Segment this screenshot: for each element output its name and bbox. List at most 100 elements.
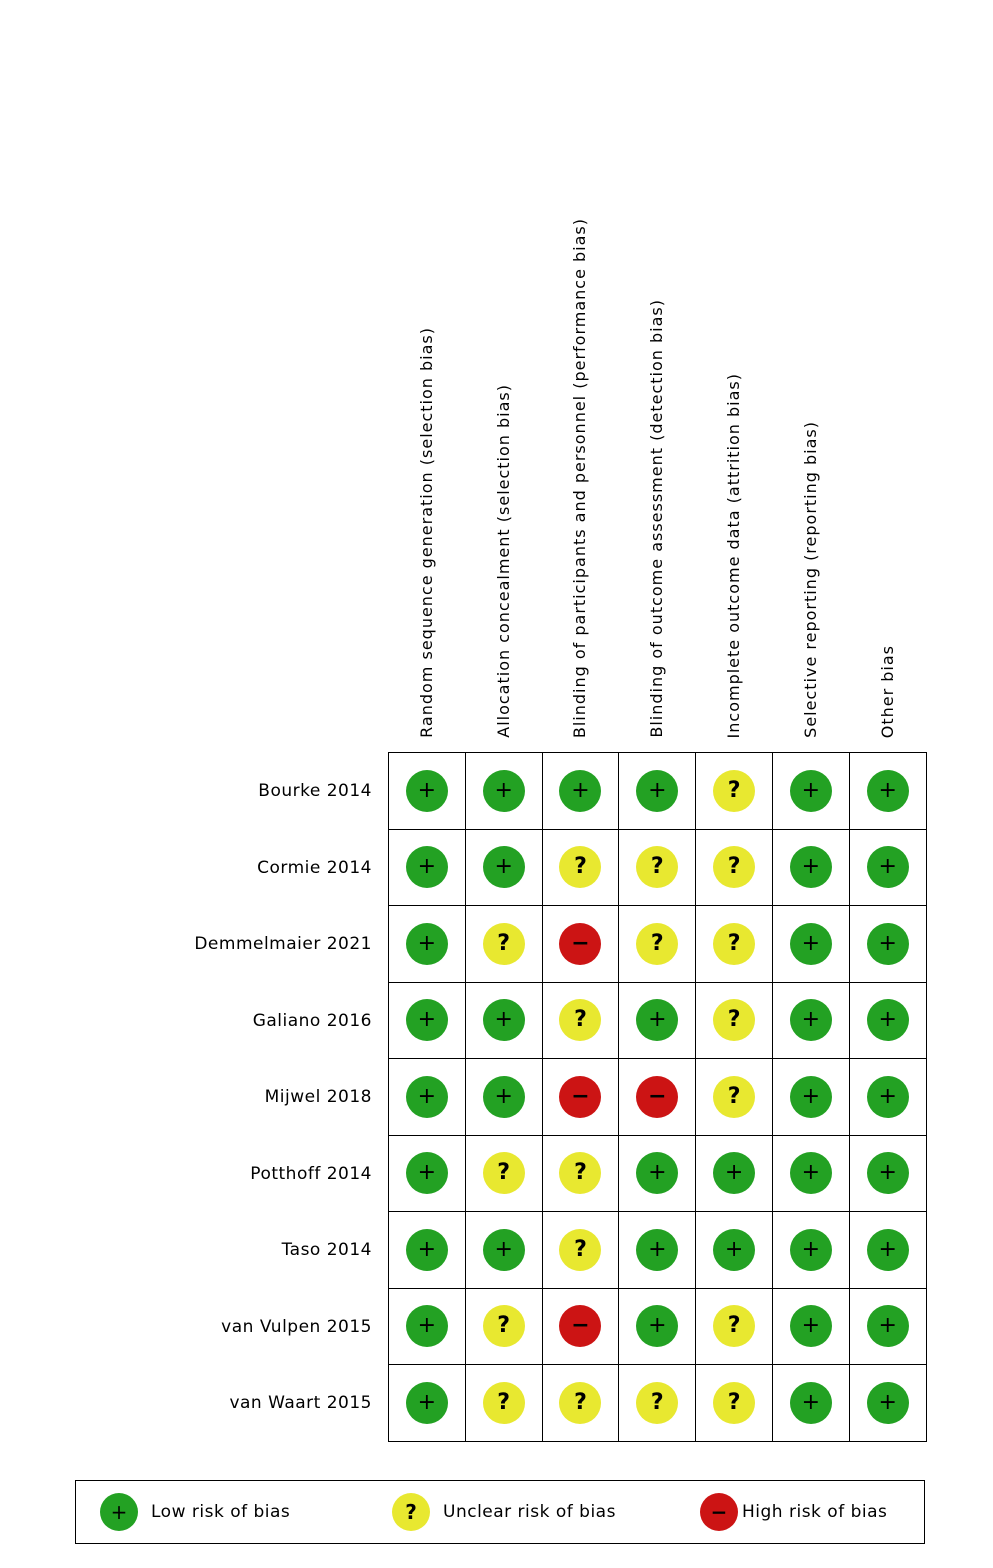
risk-cell bbox=[542, 1135, 620, 1212]
risk-dot bbox=[713, 1305, 756, 1348]
risk-cell bbox=[696, 753, 773, 830]
table-row: Demmelmaier 2021 bbox=[0, 906, 993, 983]
column-header-label: Blinding of outcome assessment (detectio… bbox=[647, 299, 667, 738]
risk-cell bbox=[772, 1059, 850, 1136]
risk-cell bbox=[542, 1059, 620, 1136]
risk-cell bbox=[772, 1212, 850, 1289]
risk-cell bbox=[465, 1059, 543, 1136]
table-row: van Vulpen 2015 bbox=[0, 1288, 993, 1365]
risk-cell bbox=[696, 982, 773, 1059]
risk-dot bbox=[713, 1381, 756, 1424]
study-label: van Vulpen 2015 bbox=[221, 1316, 372, 1337]
table-row: Bourke 2014 bbox=[0, 752, 993, 830]
risk-dot bbox=[405, 1152, 448, 1195]
column-header-label: Other bias bbox=[877, 644, 897, 738]
risk-cell bbox=[465, 1288, 543, 1365]
risk-dot bbox=[713, 769, 756, 812]
risk-of-bias-matrix: Bourke 2014 Cormie 2014 bbox=[0, 752, 993, 1442]
high-risk-icon bbox=[700, 1492, 738, 1531]
risk-dot bbox=[789, 769, 832, 812]
risk-dot bbox=[636, 1228, 679, 1271]
legend: Low risk of bias Unclear risk of bias Hi… bbox=[75, 1479, 925, 1544]
study-label: Demmelmaier 2021 bbox=[194, 934, 372, 955]
risk-dot bbox=[866, 1381, 909, 1424]
risk-dot bbox=[559, 1075, 602, 1118]
risk-cell bbox=[619, 1059, 697, 1136]
study-label: Bourke 2014 bbox=[258, 780, 372, 801]
risk-cell bbox=[696, 906, 773, 983]
risk-cell bbox=[619, 829, 697, 906]
risk-dot bbox=[866, 1305, 909, 1348]
risk-dot bbox=[789, 1152, 832, 1195]
risk-cell bbox=[772, 753, 850, 830]
risk-dot bbox=[713, 1152, 756, 1195]
risk-dot bbox=[713, 922, 756, 965]
rating-cells bbox=[388, 829, 927, 906]
legend-item-high-risk: High risk of bias bbox=[700, 1492, 887, 1531]
study-label: Potthoff 2014 bbox=[250, 1163, 372, 1184]
column-headers: Random sequence generation (selection bi… bbox=[0, 0, 993, 752]
risk-dot bbox=[789, 1381, 832, 1424]
risk-cell bbox=[465, 1135, 543, 1212]
risk-dot bbox=[405, 846, 448, 889]
column-header-blinding-participants: Blinding of participants and personnel (… bbox=[542, 218, 619, 752]
risk-dot bbox=[866, 769, 909, 812]
risk-cell bbox=[619, 982, 697, 1059]
study-label: Galiano 2016 bbox=[252, 1010, 372, 1031]
column-header-other-bias: Other bias bbox=[849, 645, 926, 752]
risk-cell bbox=[696, 1288, 773, 1365]
risk-dot bbox=[482, 1075, 525, 1118]
risk-dot bbox=[405, 1305, 448, 1348]
risk-cell bbox=[849, 753, 927, 830]
risk-dot bbox=[866, 846, 909, 889]
risk-dot bbox=[789, 922, 832, 965]
rating-cells bbox=[388, 1288, 927, 1365]
risk-dot bbox=[559, 1228, 602, 1271]
risk-cell bbox=[696, 829, 773, 906]
risk-dot bbox=[482, 1152, 525, 1195]
risk-dot bbox=[405, 999, 448, 1042]
risk-dot bbox=[482, 922, 525, 965]
risk-dot bbox=[713, 1075, 756, 1118]
column-header-label: Random sequence generation (selection bi… bbox=[416, 327, 436, 738]
column-header-label: Blinding of participants and personnel (… bbox=[570, 217, 590, 738]
risk-dot bbox=[713, 1228, 756, 1271]
risk-cell bbox=[389, 829, 466, 906]
risk-cell bbox=[465, 1365, 543, 1442]
study-label: van Waart 2015 bbox=[229, 1393, 372, 1414]
risk-dot bbox=[405, 769, 448, 812]
risk-cell bbox=[849, 982, 927, 1059]
risk-dot bbox=[559, 1152, 602, 1195]
risk-cell bbox=[772, 982, 850, 1059]
risk-cell bbox=[389, 982, 466, 1059]
risk-dot bbox=[559, 999, 602, 1042]
risk-cell bbox=[389, 1212, 466, 1289]
risk-dot bbox=[482, 999, 525, 1042]
risk-cell bbox=[849, 1365, 927, 1442]
risk-cell bbox=[849, 1135, 927, 1212]
risk-cell bbox=[389, 1288, 466, 1365]
risk-dot bbox=[866, 1075, 909, 1118]
risk-cell bbox=[619, 906, 697, 983]
risk-cell bbox=[542, 1212, 620, 1289]
risk-dot bbox=[636, 1152, 679, 1195]
risk-cell bbox=[619, 1135, 697, 1212]
risk-cell bbox=[542, 982, 620, 1059]
risk-dot bbox=[789, 1075, 832, 1118]
risk-dot bbox=[866, 999, 909, 1042]
table-row: Potthoff 2014 bbox=[0, 1135, 993, 1212]
risk-cell bbox=[849, 1059, 927, 1136]
risk-dot bbox=[789, 1228, 832, 1271]
column-header-label: Selective reporting (reporting bias) bbox=[800, 421, 820, 738]
risk-cell bbox=[696, 1365, 773, 1442]
risk-cell bbox=[849, 1288, 927, 1365]
risk-dot bbox=[636, 999, 679, 1042]
rating-cells bbox=[388, 982, 927, 1059]
unclear-risk-icon bbox=[392, 1492, 430, 1531]
risk-cell bbox=[465, 753, 543, 830]
column-header-selective-reporting: Selective reporting (reporting bias) bbox=[772, 421, 849, 752]
risk-cell bbox=[619, 753, 697, 830]
risk-cell bbox=[465, 1212, 543, 1289]
legend-item-low-risk: Low risk of bias bbox=[100, 1492, 392, 1531]
column-header-incomplete-outcome: Incomplete outcome data (attrition bias) bbox=[695, 373, 772, 752]
